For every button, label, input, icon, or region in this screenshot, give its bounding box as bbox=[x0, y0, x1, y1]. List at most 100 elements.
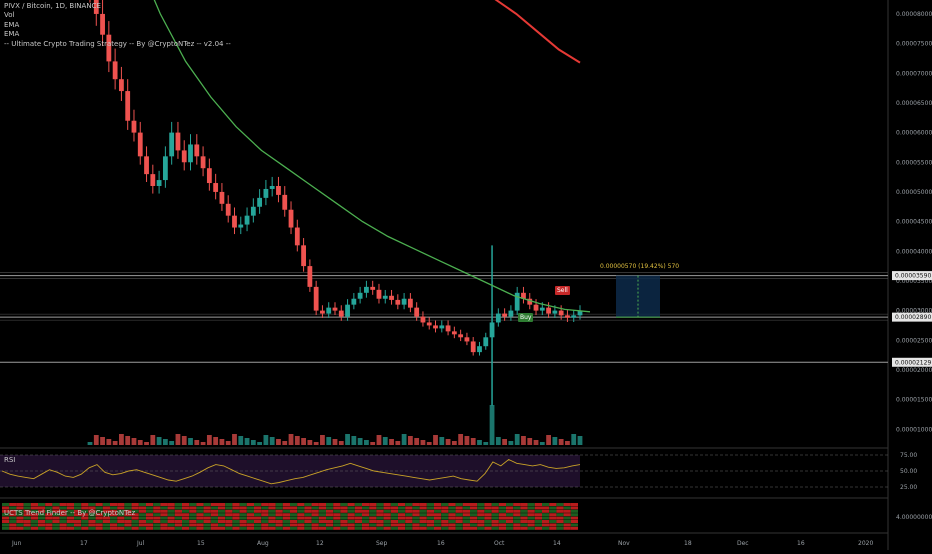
price-tick-label: 0.00001500 bbox=[896, 397, 932, 404]
volume-bar bbox=[288, 434, 294, 445]
ucts-cell bbox=[549, 506, 557, 510]
volume-bar bbox=[426, 442, 432, 445]
ucts-cell bbox=[59, 509, 67, 513]
candle-body bbox=[539, 307, 545, 311]
ucts-cell bbox=[376, 503, 384, 506]
ucts-cell bbox=[491, 506, 499, 510]
ucts-cell bbox=[426, 526, 434, 530]
ucts-cell bbox=[362, 523, 370, 527]
ucts-cell bbox=[203, 516, 211, 520]
volume-bar bbox=[257, 442, 263, 445]
ucts-cell bbox=[182, 526, 190, 530]
ucts-cell bbox=[491, 520, 499, 523]
ucts-cell bbox=[498, 516, 506, 520]
ucts-cell bbox=[182, 520, 190, 523]
ucts-cell bbox=[124, 526, 132, 530]
ucts-cell bbox=[225, 503, 233, 506]
ucts-cell bbox=[383, 509, 391, 513]
ucts-cell bbox=[131, 506, 139, 510]
ucts-cell bbox=[405, 506, 413, 510]
ucts-cell bbox=[261, 526, 269, 530]
ucts-cell bbox=[189, 520, 197, 523]
ucts-cell bbox=[138, 523, 146, 527]
candle-body bbox=[162, 156, 168, 181]
hline-price-label: 0.00002890 bbox=[895, 314, 931, 321]
ucts-cell bbox=[448, 509, 456, 513]
ucts-cell bbox=[470, 516, 478, 520]
ucts-cell bbox=[102, 520, 110, 523]
volume-bar bbox=[495, 437, 501, 445]
x-axis-label: Sep bbox=[376, 540, 388, 547]
ucts-cell bbox=[59, 513, 67, 517]
ucts-cell bbox=[462, 526, 470, 530]
ucts-cell bbox=[254, 516, 262, 520]
ucts-cell bbox=[506, 520, 514, 523]
ucts-cell bbox=[556, 523, 564, 527]
candle-body bbox=[477, 346, 482, 353]
ucts-cell bbox=[419, 520, 427, 523]
ucts-cell bbox=[318, 520, 326, 523]
ucts-cell bbox=[462, 523, 470, 527]
ucts-cell bbox=[311, 509, 319, 513]
ucts-cell bbox=[542, 526, 550, 530]
ucts-cell bbox=[117, 509, 125, 513]
ucts-cell bbox=[462, 513, 470, 517]
ucts-cell bbox=[426, 509, 434, 513]
price-tick-label: 0.00005000 bbox=[896, 189, 932, 196]
ucts-cell bbox=[570, 516, 578, 520]
ucts-cell bbox=[66, 526, 74, 530]
ucts-cell bbox=[66, 513, 74, 517]
ucts-cell bbox=[455, 520, 463, 523]
ucts-cell bbox=[9, 506, 17, 510]
ucts-cell bbox=[254, 526, 262, 530]
ucts-cell bbox=[74, 506, 82, 510]
candle-body bbox=[244, 215, 250, 225]
ucts-cell bbox=[290, 503, 298, 506]
x-axis-label: Oct bbox=[494, 540, 505, 547]
ucts-cell bbox=[153, 516, 161, 520]
ucts-cell bbox=[110, 516, 118, 520]
ucts-cell bbox=[484, 509, 492, 513]
ucts-cell bbox=[102, 509, 110, 513]
ucts-cell bbox=[318, 513, 326, 517]
ucts-cell bbox=[124, 503, 132, 506]
x-axis-label: Dec bbox=[737, 540, 749, 547]
ucts-cell bbox=[498, 520, 506, 523]
ucts-cell bbox=[261, 506, 269, 510]
ucts-cell bbox=[369, 520, 377, 523]
ucts-cell bbox=[232, 523, 240, 527]
ucts-cell bbox=[203, 523, 211, 527]
ucts-cell bbox=[362, 506, 370, 510]
ucts-cell bbox=[405, 503, 413, 506]
ucts-cell bbox=[2, 503, 10, 506]
ucts-cell bbox=[297, 520, 305, 523]
ucts-cell bbox=[16, 523, 24, 527]
ucts-cell bbox=[59, 526, 67, 530]
rsi-line bbox=[1, 458, 581, 485]
ucts-cell bbox=[326, 526, 334, 530]
ucts-cell bbox=[110, 509, 118, 513]
candle-body bbox=[144, 156, 149, 175]
ucts-cell bbox=[16, 520, 24, 523]
price-tick-label: 0.00008000 bbox=[896, 11, 932, 18]
ucts-cell bbox=[189, 516, 197, 520]
volume-bar bbox=[106, 439, 112, 445]
ucts-cell bbox=[88, 506, 96, 510]
candle-body bbox=[125, 91, 131, 121]
ucts-cell bbox=[434, 516, 442, 520]
ucts-cell bbox=[88, 516, 96, 520]
rsi-level-label: 25.00 bbox=[900, 484, 917, 491]
ucts-cell bbox=[484, 526, 492, 530]
x-axis-label: 16 bbox=[437, 540, 445, 547]
ucts-cell bbox=[419, 513, 427, 517]
ucts-cell bbox=[9, 526, 17, 530]
ucts-cell bbox=[261, 513, 269, 517]
ucts-cell bbox=[441, 509, 449, 513]
ucts-cell bbox=[347, 503, 355, 506]
ucts-cell bbox=[81, 509, 89, 513]
ucts-cell bbox=[232, 520, 240, 523]
ucts-cell bbox=[369, 513, 377, 517]
ucts-cell bbox=[362, 520, 370, 523]
ucts-cell bbox=[95, 526, 103, 530]
